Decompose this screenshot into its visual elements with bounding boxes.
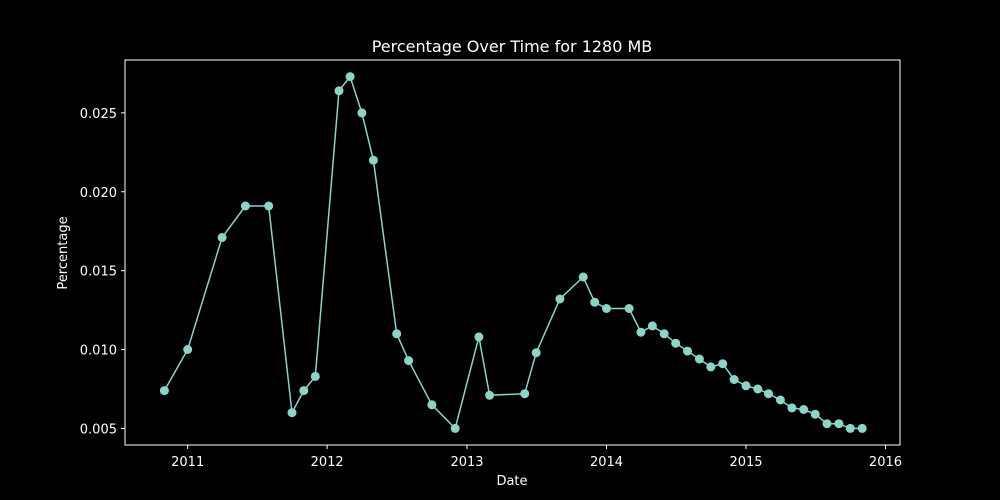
data-point bbox=[183, 345, 193, 354]
data-point bbox=[787, 403, 797, 413]
data-point bbox=[590, 297, 600, 307]
data-point bbox=[706, 362, 716, 372]
y-tick-label: 0.010 bbox=[80, 344, 117, 359]
y-axis-label: Percentage bbox=[56, 216, 71, 289]
data-point bbox=[694, 354, 704, 364]
data-point bbox=[659, 329, 669, 339]
data-point bbox=[578, 272, 588, 282]
data-point bbox=[240, 201, 250, 211]
data-point bbox=[368, 155, 378, 165]
data-point bbox=[683, 346, 692, 356]
x-tick-label: 2014 bbox=[590, 455, 623, 470]
data-point bbox=[753, 384, 763, 394]
data-point bbox=[217, 233, 227, 242]
data-point bbox=[845, 423, 855, 433]
data-point bbox=[624, 304, 634, 313]
data-point bbox=[810, 409, 820, 419]
data-point bbox=[427, 400, 437, 410]
x-tick-label: 2013 bbox=[450, 455, 483, 470]
data-point bbox=[531, 348, 541, 358]
y-tick-label: 0.020 bbox=[80, 186, 117, 201]
data-point bbox=[159, 386, 169, 396]
series-line bbox=[163, 75, 863, 430]
x-tick-label: 2015 bbox=[729, 455, 762, 470]
y-tick-label: 0.005 bbox=[80, 422, 117, 437]
data-point bbox=[671, 338, 681, 348]
x-tick-label: 2012 bbox=[311, 455, 344, 470]
data-point bbox=[392, 329, 402, 339]
data-point bbox=[450, 423, 460, 433]
x-tick-label: 2011 bbox=[171, 455, 204, 470]
data-point bbox=[345, 72, 355, 82]
data-point bbox=[520, 389, 530, 399]
data-point bbox=[764, 389, 773, 399]
plot-frame bbox=[124, 59, 901, 446]
axes-layer: 2011 2012 2013 2014 2015 2016 0.005 0.010 0.015 0… bbox=[80, 107, 902, 470]
data-point bbox=[602, 304, 611, 313]
data-point bbox=[741, 381, 751, 391]
x-tick-label: 2016 bbox=[869, 455, 902, 470]
data-point bbox=[636, 327, 646, 337]
data-point bbox=[357, 108, 367, 118]
data-point bbox=[555, 294, 565, 304]
chart-title: Percentage Over Time for 1280 MB bbox=[372, 37, 653, 56]
data-point bbox=[857, 423, 867, 433]
data-point bbox=[729, 375, 739, 384]
data-point bbox=[775, 395, 785, 405]
plot-layer bbox=[159, 72, 867, 433]
data-point bbox=[474, 332, 484, 342]
data-point bbox=[485, 390, 495, 400]
data-point bbox=[718, 359, 728, 369]
y-tick-label: 0.015 bbox=[80, 265, 117, 280]
data-point bbox=[404, 356, 414, 366]
data-point bbox=[834, 419, 844, 429]
data-point bbox=[799, 405, 809, 414]
data-point bbox=[264, 201, 274, 211]
data-point bbox=[310, 371, 320, 381]
data-point bbox=[647, 321, 657, 331]
data-point bbox=[299, 386, 309, 396]
data-point bbox=[287, 408, 297, 418]
x-axis-label: Date bbox=[496, 474, 527, 489]
data-point bbox=[334, 86, 344, 96]
data-point bbox=[822, 419, 832, 429]
y-tick-label: 0.025 bbox=[80, 107, 117, 122]
